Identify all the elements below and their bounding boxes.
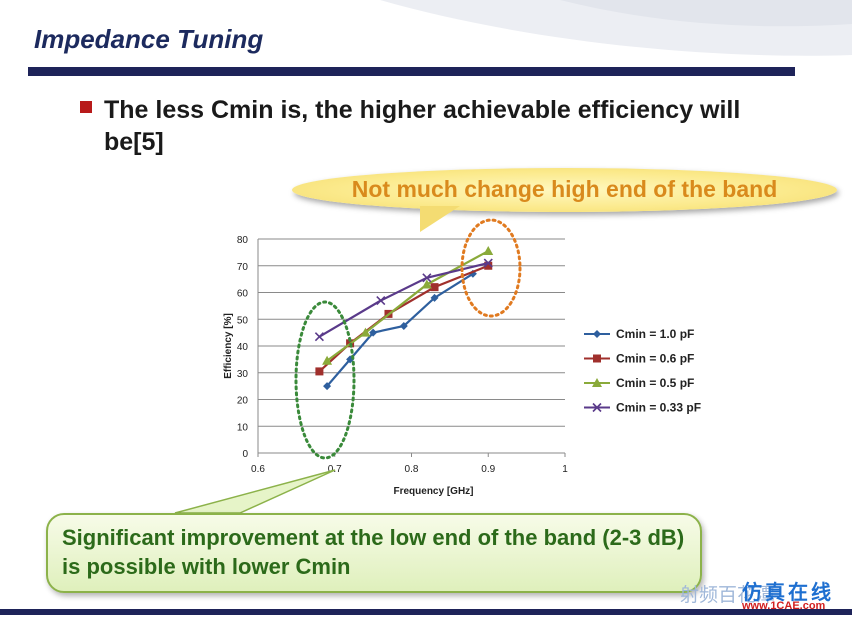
legend-label: Cmin = 1.0 pF <box>616 327 694 341</box>
callout-low-end-pointer <box>174 469 336 514</box>
callout-low-end-text: Significant improvement at the low end o… <box>62 525 685 579</box>
series-point-x <box>483 258 493 268</box>
series-point-x <box>376 295 386 306</box>
chart-axes: 0 10 20 30 40 50 60 70 80 0.6 0.7 0.8 0.9 1 Frequency … <box>223 235 568 497</box>
y-tick-label: 20 <box>237 396 249 407</box>
series-point-diamond <box>369 328 378 337</box>
title-rule <box>28 67 795 76</box>
low-end-highlight-ellipse <box>294 300 356 460</box>
series-point-triangle <box>322 355 333 365</box>
series-point-x <box>314 332 324 342</box>
footer-rule <box>0 609 852 615</box>
series-point-triangle <box>360 327 371 337</box>
series-point-x <box>422 273 432 283</box>
bullet-text: The less Cmin is, the higher achievable … <box>104 96 741 156</box>
legend-label: Cmin = 0.5 pF <box>616 376 694 390</box>
y-tick-label: 10 <box>237 422 249 433</box>
series-point-triangle <box>592 378 602 387</box>
callout-high-end-bubble <box>292 168 837 212</box>
y-tick-label: 40 <box>237 342 249 353</box>
series-point-square <box>484 261 493 270</box>
x-tick-label: 0.8 <box>405 464 419 475</box>
chart-annotations <box>294 218 522 460</box>
series-point-square <box>430 283 439 292</box>
legend-label: Cmin = 0.33 pF <box>616 401 701 415</box>
bullet-marker <box>80 101 92 113</box>
series-point-x <box>592 402 602 413</box>
y-tick-label: 70 <box>237 262 249 273</box>
callout-low-end-box <box>46 513 702 593</box>
x-tick-label: 0.6 <box>251 464 265 475</box>
y-tick-label: 50 <box>237 315 249 326</box>
series-point-square <box>315 367 324 376</box>
series-line <box>318 262 489 338</box>
series-point-diamond <box>399 321 408 330</box>
watermark-text: 射频百花潭 <box>680 585 776 606</box>
series-point-square <box>593 354 601 363</box>
x-tick-label: 1 <box>562 464 568 475</box>
background-swoosh <box>380 0 852 56</box>
callout-high-end-pointer <box>420 206 460 232</box>
y-tick-label: 60 <box>237 289 249 300</box>
x-axis-label: Frequency [GHz] <box>393 486 473 497</box>
y-tick-label: 80 <box>237 235 249 246</box>
series-line <box>326 250 489 362</box>
chart-legend: Cmin = 1.0 pF Cmin = 0.6 pF Cmin = 0.5 pF C… <box>584 327 701 415</box>
series-point-diamond <box>593 330 601 338</box>
callout-high-end-text: Not much change high end of the band <box>351 176 778 202</box>
chart-gridlines <box>258 238 565 454</box>
series-point-diamond <box>323 382 332 391</box>
watermark-brand: 仿真在线 <box>742 582 834 604</box>
series-point-triangle <box>483 246 494 256</box>
chart-series <box>314 246 494 391</box>
legend-label: Cmin = 0.6 pF <box>616 352 694 366</box>
series-line <box>326 272 474 387</box>
series-point-triangle <box>421 279 432 289</box>
high-end-highlight-ellipse <box>460 218 522 318</box>
series-point-diamond <box>430 293 439 302</box>
y-axis-label: Efficiency [%] <box>223 313 234 379</box>
slide-title: Impedance Tuning <box>34 24 264 54</box>
y-tick-label: 0 <box>242 449 248 460</box>
watermark-site: www.1CAE.com <box>742 600 826 612</box>
y-tick-label: 30 <box>237 369 249 380</box>
x-tick-label: 0.7 <box>328 464 342 475</box>
x-tick-label: 0.9 <box>481 464 495 475</box>
